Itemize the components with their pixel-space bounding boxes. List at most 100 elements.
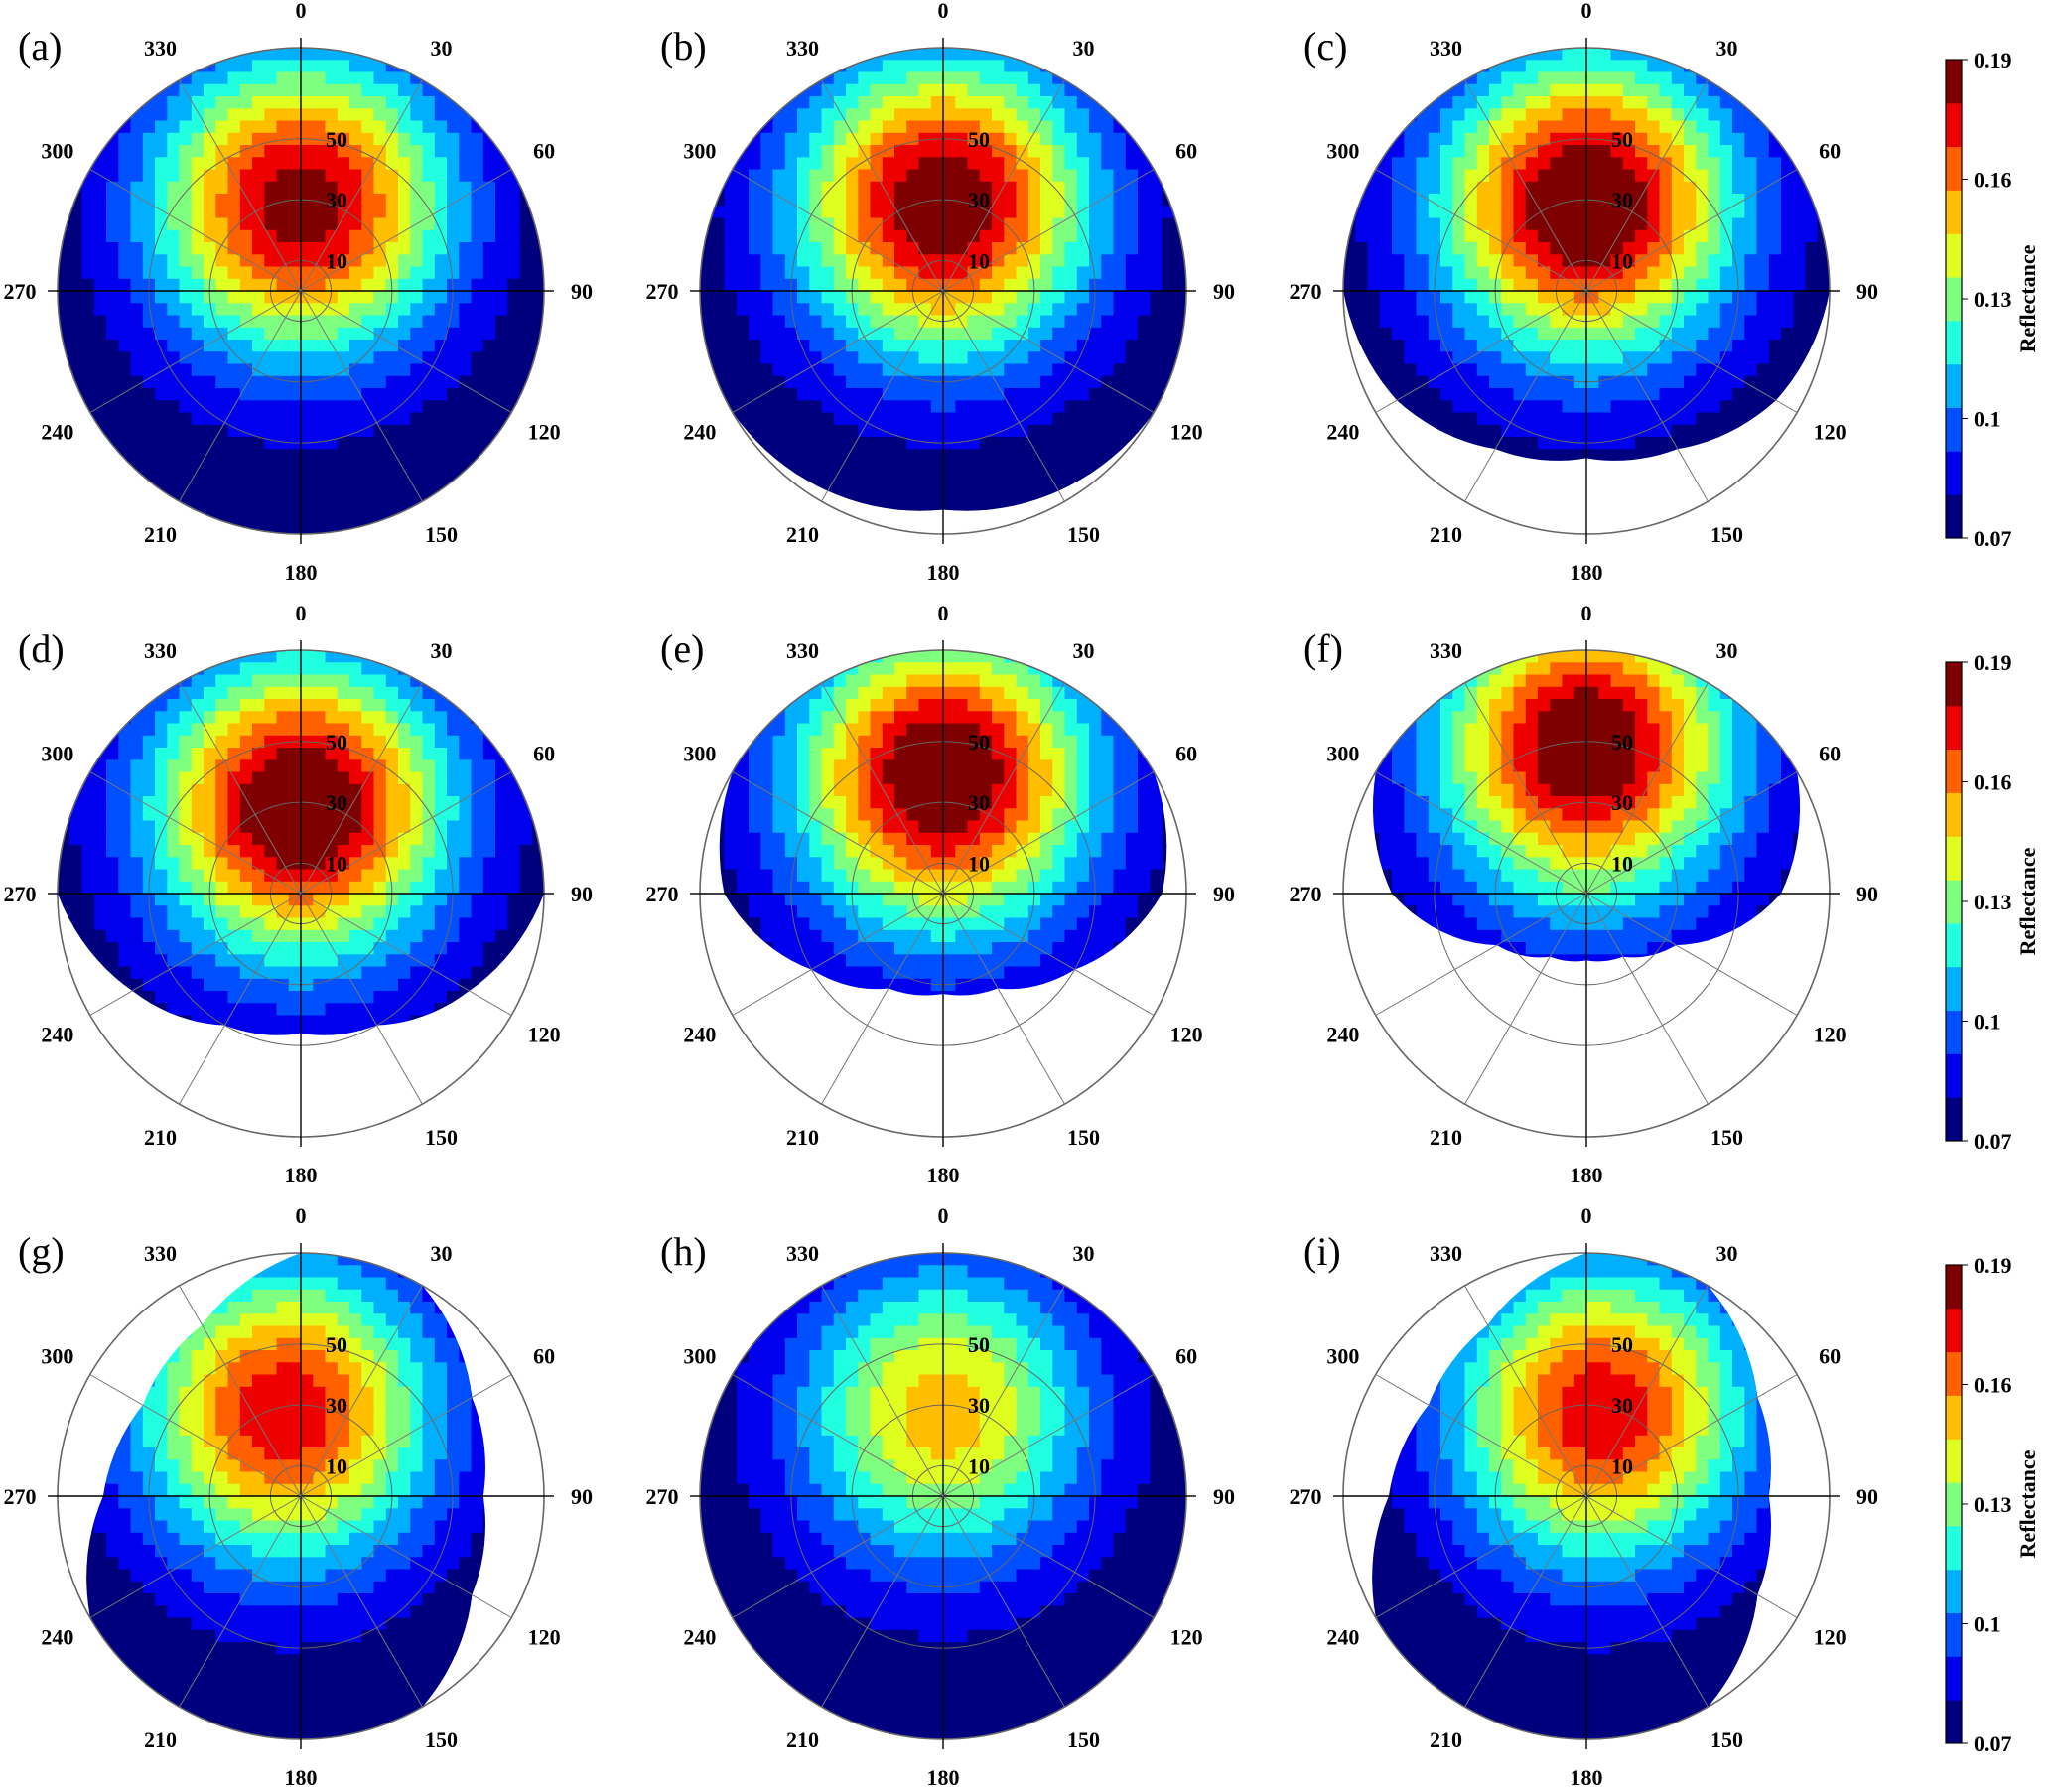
- angle-tick-label: 180: [285, 1163, 318, 1187]
- angle-tick-label: 0: [296, 0, 307, 23]
- angle-tick-label: 60: [533, 742, 555, 766]
- angle-tick-label: 90: [571, 279, 593, 304]
- angle-tick-label: 330: [786, 1241, 819, 1266]
- angle-tick-label: 240: [1326, 420, 1359, 445]
- angle-tick-label: 150: [1067, 1125, 1100, 1150]
- angle-tick-label: 30: [431, 1241, 453, 1266]
- angle-tick-label: 90: [1856, 1484, 1878, 1509]
- angle-tick-label: 90: [571, 1484, 593, 1509]
- panel-label: (b): [660, 24, 707, 69]
- colorbar-tick-label: 0.1: [1974, 1612, 2001, 1637]
- angle-tick-label: 60: [1819, 742, 1841, 766]
- angle-tick-label: 0: [1581, 1203, 1592, 1228]
- angle-tick-label: 330: [786, 36, 819, 61]
- zenith-tick-label: 10: [1611, 248, 1633, 273]
- colorbar-tick-label: 0.16: [1974, 168, 2012, 193]
- angle-tick-label: 60: [533, 139, 555, 164]
- angle-tick-label: 30: [431, 36, 453, 61]
- polar-panel: 0 30 60 90 120 150 180 210 240 270 300 330 10 30 50 (b): [646, 0, 1236, 585]
- angle-tick-label: 300: [1326, 742, 1359, 766]
- angle-tick-label: 180: [927, 560, 960, 585]
- angle-tick-label: 330: [786, 638, 819, 663]
- angle-tick-label: 210: [1430, 1125, 1462, 1150]
- zenith-tick-label: 30: [968, 188, 990, 212]
- angle-tick-label: 270: [1290, 882, 1322, 906]
- angle-tick-label: 300: [683, 1344, 716, 1369]
- angle-tick-label: 300: [41, 742, 73, 766]
- angle-tick-label: 180: [285, 1765, 318, 1790]
- panel-label: (g): [18, 1229, 65, 1274]
- angle-tick-label: 30: [1716, 1241, 1738, 1266]
- angle-tick-label: 150: [425, 522, 458, 547]
- panel-label: (e): [660, 626, 704, 671]
- angle-tick-label: 150: [1710, 1125, 1743, 1150]
- angle-tick-label: 300: [683, 139, 716, 164]
- angle-tick-label: 180: [285, 560, 318, 585]
- panel-label: (a): [18, 24, 62, 69]
- zenith-tick-label: 30: [968, 790, 990, 815]
- angle-tick-label: 270: [646, 1484, 679, 1509]
- angle-tick-label: 90: [1856, 279, 1878, 304]
- angle-tick-label: 210: [786, 522, 819, 547]
- polar-panel: 0 30 60 90 120 150 180 210 240 270 300 330 10 30 50 (i): [1290, 1203, 1879, 1790]
- colorbar: 0.19 0.16 0.13 0.1 0.07 Reflectance: [1945, 650, 2040, 1154]
- polar-panel: 0 30 60 90 120 150 180 210 240 270 300 330 10 30 50 (c): [1290, 0, 1879, 585]
- colorbar-tick-label: 0.13: [1974, 287, 2012, 312]
- polar-panel: 0 30 60 90 120 150 180 210 240 270 300 330 10 30 50 (a): [4, 0, 594, 585]
- colorbar-tick-label: 0.19: [1974, 650, 2012, 675]
- colorbar-title: Reflectance: [2015, 847, 2040, 955]
- angle-tick-label: 0: [938, 0, 949, 23]
- angle-tick-label: 330: [1430, 638, 1462, 663]
- angle-tick-label: 90: [1213, 279, 1235, 304]
- angle-tick-label: 300: [683, 742, 716, 766]
- angle-tick-label: 30: [1716, 638, 1738, 663]
- angle-tick-label: 0: [938, 1203, 949, 1228]
- colorbar-tick-label: 0.16: [1974, 770, 2012, 795]
- colorbar-tick-label: 0.1: [1974, 1010, 2001, 1034]
- angle-tick-label: 330: [144, 36, 177, 61]
- panel-label: (c): [1303, 24, 1347, 69]
- zenith-tick-label: 10: [968, 1453, 990, 1478]
- angle-tick-label: 210: [786, 1727, 819, 1752]
- angle-tick-label: 330: [1430, 1241, 1462, 1266]
- zenith-tick-label: 30: [1611, 188, 1633, 212]
- zenith-tick-label: 50: [1611, 730, 1633, 755]
- angle-tick-label: 210: [786, 1125, 819, 1150]
- zenith-tick-label: 50: [326, 1332, 347, 1357]
- reflectance-field: [700, 48, 1186, 511]
- angle-tick-label: 0: [938, 601, 949, 625]
- angle-tick-label: 210: [144, 1727, 177, 1752]
- angle-tick-label: 120: [1170, 1023, 1203, 1047]
- zenith-tick-label: 30: [326, 790, 347, 815]
- colorbar-tick-label: 0.13: [1974, 890, 2012, 914]
- colorbar-tick-label: 0.16: [1974, 1373, 2012, 1398]
- colorbar-tick-label: 0.19: [1974, 1253, 2012, 1278]
- zenith-tick-label: 10: [968, 851, 990, 876]
- zenith-tick-label: 50: [968, 1332, 990, 1357]
- colorbar-title: Reflectance: [2015, 1449, 2040, 1558]
- angle-tick-label: 120: [1814, 1023, 1847, 1047]
- angle-tick-label: 240: [683, 420, 716, 445]
- angle-tick-label: 0: [296, 601, 307, 625]
- zenith-tick-label: 50: [968, 127, 990, 152]
- reflectance-field: [700, 1253, 1186, 1739]
- angle-tick-label: 150: [1710, 1727, 1743, 1752]
- zenith-tick-label: 30: [968, 1393, 990, 1418]
- angle-tick-label: 60: [1175, 139, 1197, 164]
- zenith-tick-label: 50: [968, 730, 990, 755]
- angle-tick-label: 210: [1430, 1727, 1462, 1752]
- angle-tick-label: 150: [1067, 522, 1100, 547]
- zenith-tick-label: 50: [1611, 127, 1633, 152]
- polar-panel: 0 30 60 90 120 150 180 210 240 270 300 330 10 30 50 (f): [1290, 601, 1879, 1187]
- angle-tick-label: 0: [1581, 0, 1592, 23]
- polar-panel: 0 30 60 90 120 150 180 210 240 270 300 330 10 30 50 (g): [4, 1203, 594, 1790]
- colorbar-title: Reflectance: [2015, 244, 2040, 352]
- angle-tick-label: 120: [1170, 420, 1203, 445]
- angle-tick-label: 120: [1814, 420, 1847, 445]
- angle-tick-label: 240: [683, 1023, 716, 1047]
- angle-tick-label: 30: [1073, 36, 1095, 61]
- angle-tick-label: 270: [4, 279, 37, 304]
- angle-tick-label: 150: [425, 1727, 458, 1752]
- angle-tick-label: 180: [927, 1163, 960, 1187]
- angle-tick-label: 240: [41, 1023, 73, 1047]
